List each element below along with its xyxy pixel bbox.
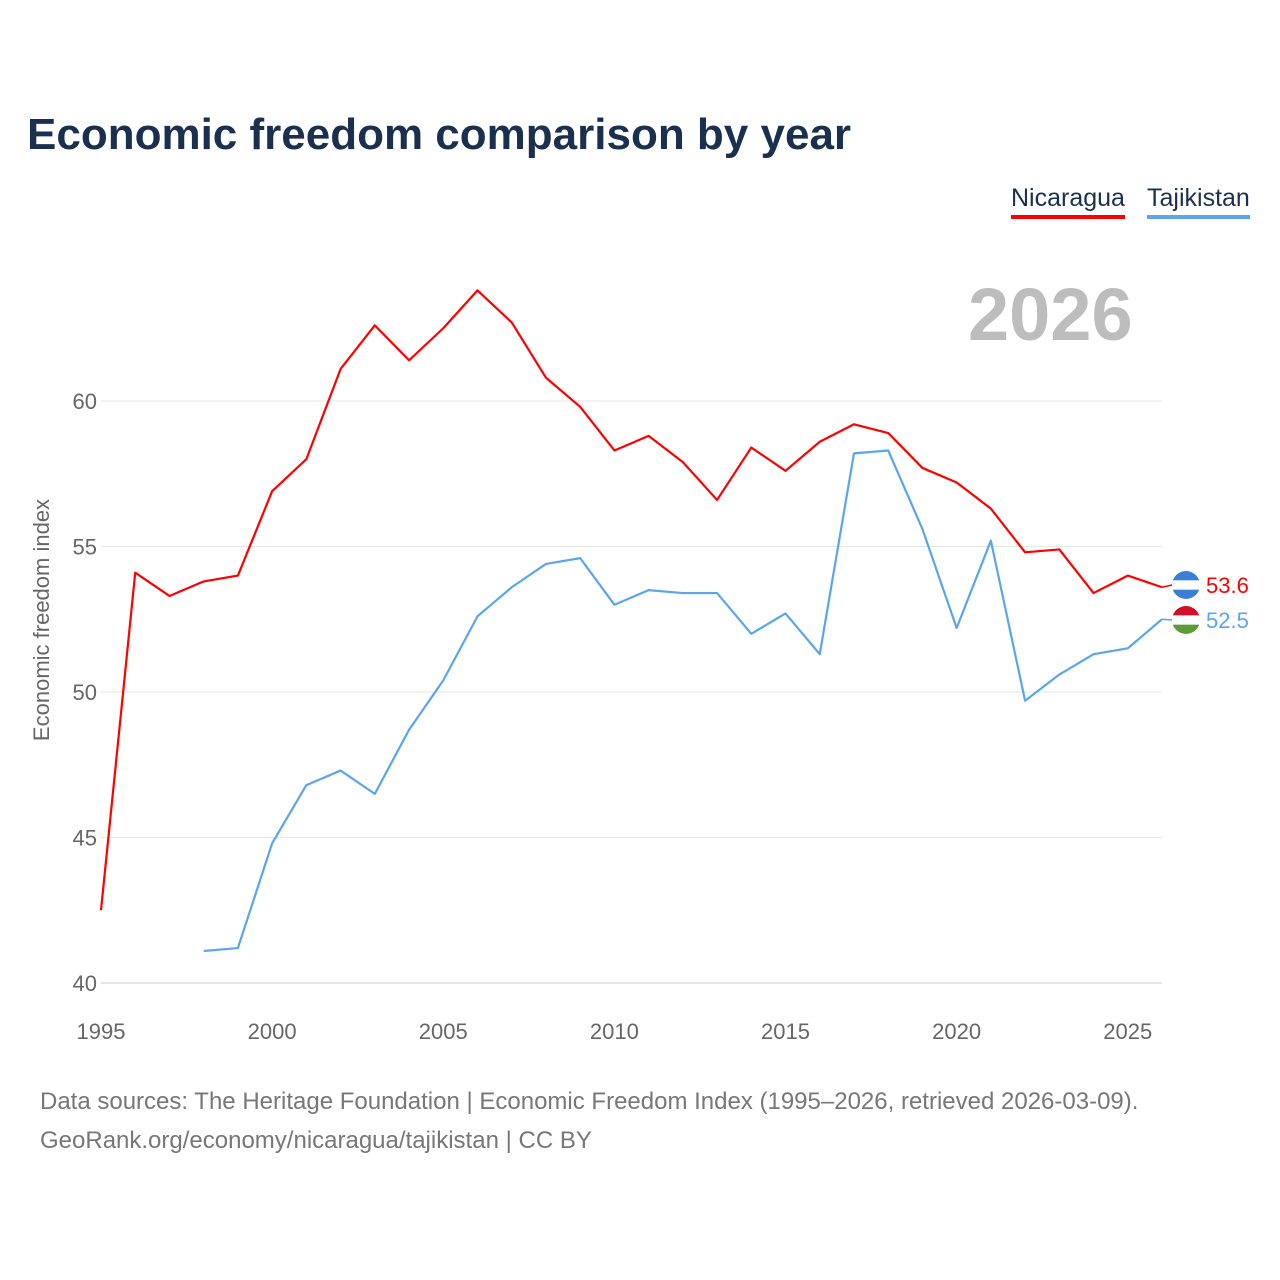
y-tick-label: 45 (73, 826, 97, 851)
flag-icon-tajikistan (1172, 606, 1200, 634)
y-tick-label: 40 (73, 971, 97, 996)
series-line-tajikistan (203, 449, 1163, 953)
footer-url: GeoRank.org/economy/nicaragua/tajikistan… (40, 1127, 592, 1154)
label-connector (1161, 618, 1173, 621)
y-tick-label: 50 (73, 680, 97, 705)
y-tick-label: 55 (73, 535, 97, 560)
x-tick-label: 1995 (77, 1019, 126, 1044)
legend-nicaragua[interactable]: Nicaragua (1011, 184, 1125, 219)
x-tick-label: 2005 (419, 1019, 468, 1044)
footer-sources: Data sources: The Heritage Foundation | … (40, 1088, 1139, 1115)
series-line-nicaragua (99, 289, 1163, 911)
x-tick-label: 2015 (761, 1019, 810, 1044)
label-connector (1161, 584, 1173, 588)
x-tick-label: 2025 (1103, 1019, 1152, 1044)
end-value-label-nicaragua: 53.6 (1206, 573, 1249, 598)
x-tick-label: 2020 (932, 1019, 981, 1044)
x-tick-label: 2010 (590, 1019, 639, 1044)
y-tick-label: 60 (73, 389, 97, 414)
end-value-label-tajikistan: 52.5 (1206, 608, 1249, 633)
flag-icon-nicaragua (1172, 571, 1200, 599)
legend-tajikistan[interactable]: Tajikistan (1147, 184, 1250, 219)
x-tick-label: 2000 (248, 1019, 297, 1044)
year-label: 2026 (968, 273, 1133, 356)
chart-title: Economic freedom comparison by year (27, 110, 852, 159)
